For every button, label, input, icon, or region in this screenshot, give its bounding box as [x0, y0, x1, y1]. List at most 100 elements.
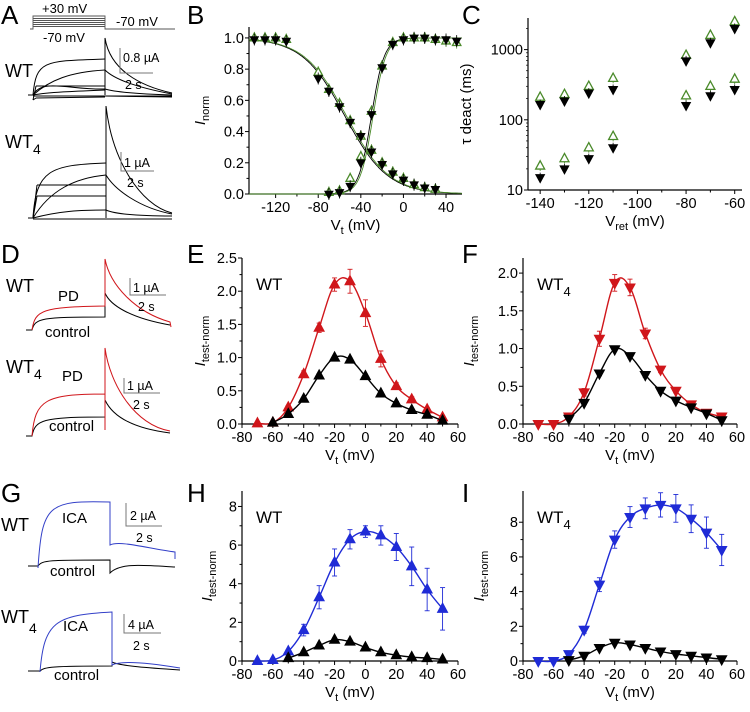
data-point — [398, 176, 409, 186]
data-point — [419, 34, 430, 44]
data-point — [669, 386, 682, 398]
data-point — [281, 37, 292, 47]
data-point — [729, 72, 741, 83]
data-point — [608, 278, 621, 290]
trace2-scale-time: 2 s — [133, 398, 150, 412]
data-point — [328, 555, 341, 567]
data-point — [344, 634, 356, 646]
chart-annotation: WT — [256, 275, 282, 294]
y-axis-label-main: I — [192, 121, 209, 125]
x-tick-label: 60 — [729, 430, 745, 446]
data-point — [729, 24, 740, 35]
trace1-scale-time: 2 s — [125, 78, 142, 92]
data-point — [419, 184, 430, 194]
y-tick-label: 0.0 — [217, 417, 237, 433]
x-tick-label: -140 — [526, 196, 555, 212]
x-axis-label-unit: (mV) — [618, 447, 655, 464]
data-point — [715, 655, 728, 667]
y-axis-label-sub: test-norm — [479, 551, 491, 597]
chart-annotation: WT4 — [537, 508, 571, 532]
data-point — [344, 352, 356, 364]
trace1-drug-label: ICA — [62, 510, 87, 527]
x-tick-label: -40 — [293, 667, 314, 683]
data-point — [700, 409, 713, 421]
trace2-scale-bar — [120, 152, 154, 172]
x-tick-label: -20 — [324, 667, 345, 683]
data-point — [608, 638, 621, 650]
data-point — [324, 87, 334, 97]
y-axis-label-main: I — [471, 597, 488, 601]
trace1-control-current — [26, 292, 171, 331]
y-tick-label: 100 — [499, 113, 523, 129]
x-axis-label-unit: (mV) — [338, 684, 375, 701]
data-point — [390, 379, 403, 391]
data-point — [715, 416, 728, 428]
panel-label-B: B — [187, 0, 204, 30]
x-axis-label: Vt (mV) — [325, 447, 375, 467]
trace2-scale-time: 2 s — [133, 639, 150, 653]
data-point — [532, 657, 545, 668]
x-tick-label: -80 — [232, 430, 253, 446]
data-point — [297, 623, 310, 635]
data-point — [366, 148, 377, 158]
data-point — [328, 350, 341, 362]
data-point — [562, 650, 575, 661]
x-tick-label: -40 — [574, 667, 595, 683]
y-axis-label-sub: norm — [200, 96, 212, 121]
data-point — [704, 79, 716, 91]
x-tick-label: -100 — [623, 196, 652, 212]
trace1-scale-bar — [119, 48, 153, 74]
trace1-scale-bar — [125, 503, 162, 527]
chart-annotation-main: WT — [256, 508, 282, 527]
x-tick-label: 40 — [698, 667, 714, 683]
data-point — [608, 535, 621, 547]
data-point — [355, 132, 366, 142]
chart-C: -140 -120 -100 -80 -60 10 100 1000 Vret (mV) τ de… — [458, 15, 745, 233]
data-point — [282, 651, 295, 663]
data-point — [547, 420, 560, 431]
x-axis-label: Vt (mV) — [331, 217, 381, 237]
data-point — [534, 159, 546, 170]
trace1-scale-time: 2 s — [136, 531, 153, 545]
data-point — [654, 647, 667, 659]
data-point — [547, 657, 560, 668]
trace2-scale-bar — [123, 378, 160, 394]
panel-D: WT PD control 1 µA 2 s WT4 PD control 1 … — [6, 258, 172, 437]
x-tick-label: -20 — [604, 430, 625, 446]
trace1-currents — [28, 37, 173, 101]
data-point — [251, 654, 264, 665]
y-tick-label: 4 — [229, 577, 237, 593]
chart-E: -80 -60 -40 -20 0 20 40 60 0.0 0.5 1.0 1.5 2.0 2.5 Vt … — [192, 251, 466, 467]
data-point — [534, 90, 546, 101]
x-tick-label: -40 — [574, 430, 595, 446]
data-point — [421, 651, 434, 663]
x-tick-label: 20 — [668, 667, 684, 683]
fit-curve — [249, 37, 462, 195]
trace2-scale-time: 2 s — [127, 176, 144, 190]
panel-label-H: H — [187, 478, 206, 508]
data-point — [374, 352, 387, 363]
data-point — [345, 182, 356, 192]
data-point — [387, 40, 398, 50]
data-point — [607, 129, 619, 141]
trace1-ica-current — [37, 501, 176, 569]
y-axis-label-sub: test-norm — [200, 316, 212, 362]
data-point — [583, 89, 594, 100]
chart-annotation-main: WT — [537, 508, 563, 527]
trace1-scale-time: 2 s — [138, 300, 155, 314]
data-point — [355, 159, 366, 169]
data-point — [345, 118, 356, 128]
y-tick-label: 8 — [229, 499, 237, 515]
x-axis-label-unit: (mV) — [628, 213, 665, 230]
data-point — [705, 92, 716, 102]
data-point — [313, 368, 326, 380]
trace1-scale-current: 1 µA — [133, 281, 160, 295]
series-line — [272, 355, 443, 424]
trace2-label: WT4 — [1, 607, 37, 636]
data-point — [680, 57, 692, 67]
panel-A: +30 mV -70 mV -70 mV WT 0.8 µA 2 s WT4 — [5, 1, 175, 220]
trace1-drug-label: PD — [58, 288, 79, 305]
y-axis-label-sub: test-norm — [207, 551, 219, 597]
trace1-control-label: control — [45, 324, 90, 341]
data-point — [421, 407, 434, 419]
